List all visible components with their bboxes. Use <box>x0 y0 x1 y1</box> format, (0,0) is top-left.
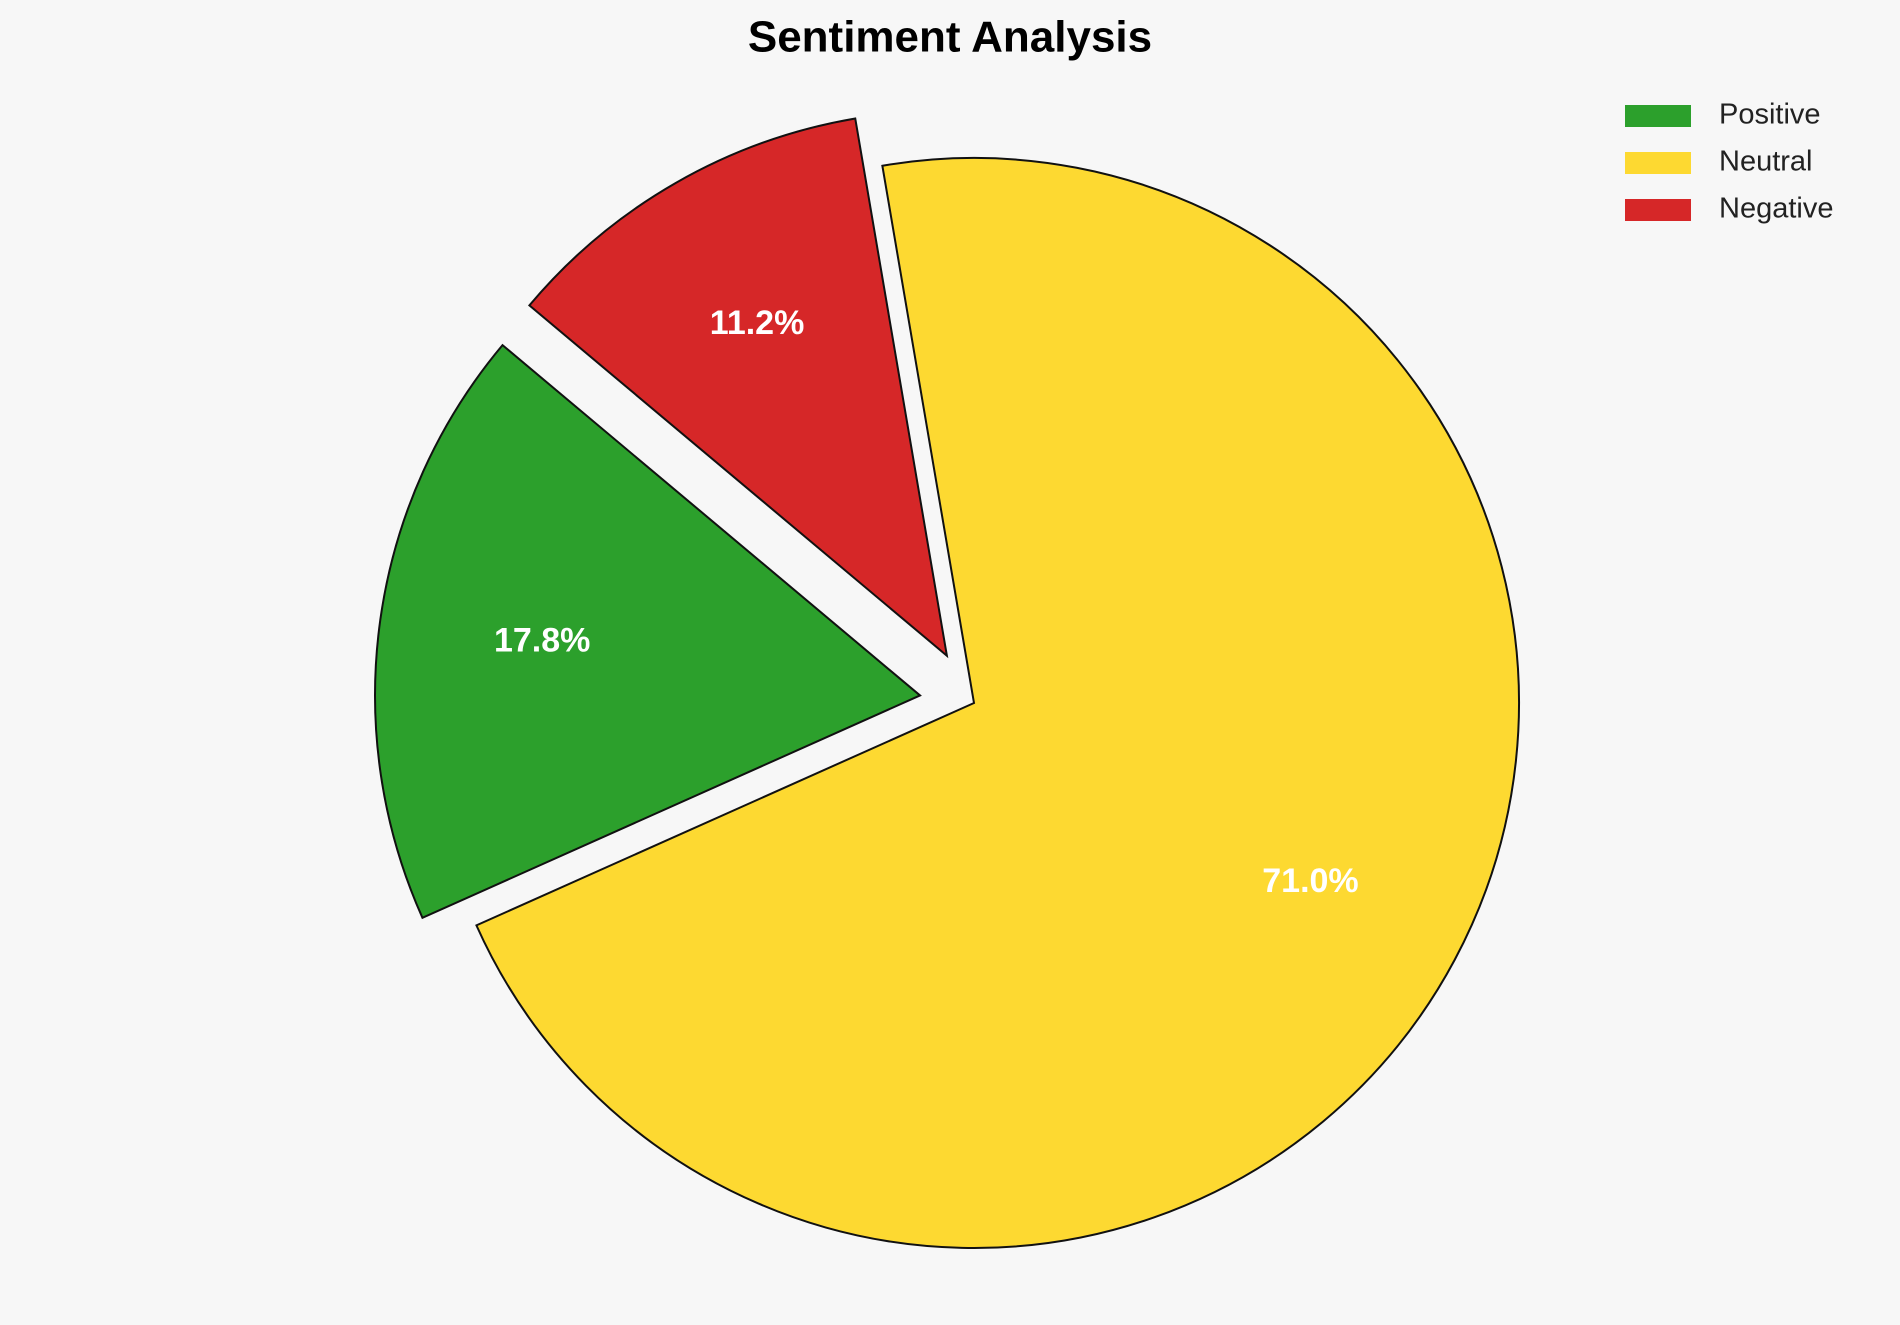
legend-label: Positive <box>1719 99 1821 131</box>
legend-label: Neutral <box>1719 146 1813 178</box>
slice-label: 17.8% <box>494 622 590 660</box>
pie-slice <box>527 117 949 659</box>
legend-swatch <box>1625 199 1691 221</box>
chart-title: Sentiment Analysis <box>748 13 1152 62</box>
slice-label: 71.0% <box>1262 862 1358 900</box>
pie-slice <box>374 343 922 920</box>
legend-swatch <box>1625 152 1691 174</box>
legend-label: Negative <box>1719 193 1833 225</box>
slice-label: 11.2% <box>710 304 805 342</box>
pie-slice <box>475 157 1520 1249</box>
legend-swatch <box>1625 105 1691 127</box>
